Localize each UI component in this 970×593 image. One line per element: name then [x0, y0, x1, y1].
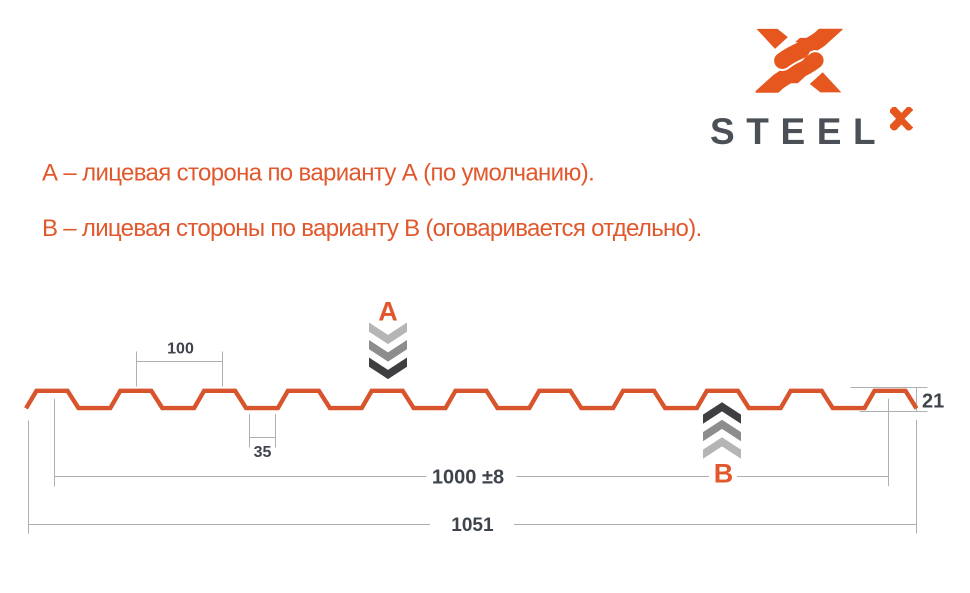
svg-text:В – лицевая стороны по вариант: В – лицевая стороны по варианту В (огова… [42, 215, 701, 242]
svg-text:1000 ±8: 1000 ±8 [432, 467, 504, 489]
svg-text:100: 100 [167, 341, 194, 358]
svg-text:STEEL: STEEL [710, 111, 887, 152]
svg-text:1051: 1051 [451, 515, 494, 536]
svg-text:35: 35 [254, 444, 272, 461]
svg-text:А – лицевая сторона по вариант: А – лицевая сторона по варианту А (по ум… [42, 159, 594, 186]
svg-text:В: В [714, 458, 734, 488]
svg-text:21: 21 [922, 391, 944, 413]
svg-text:А: А [378, 296, 398, 326]
